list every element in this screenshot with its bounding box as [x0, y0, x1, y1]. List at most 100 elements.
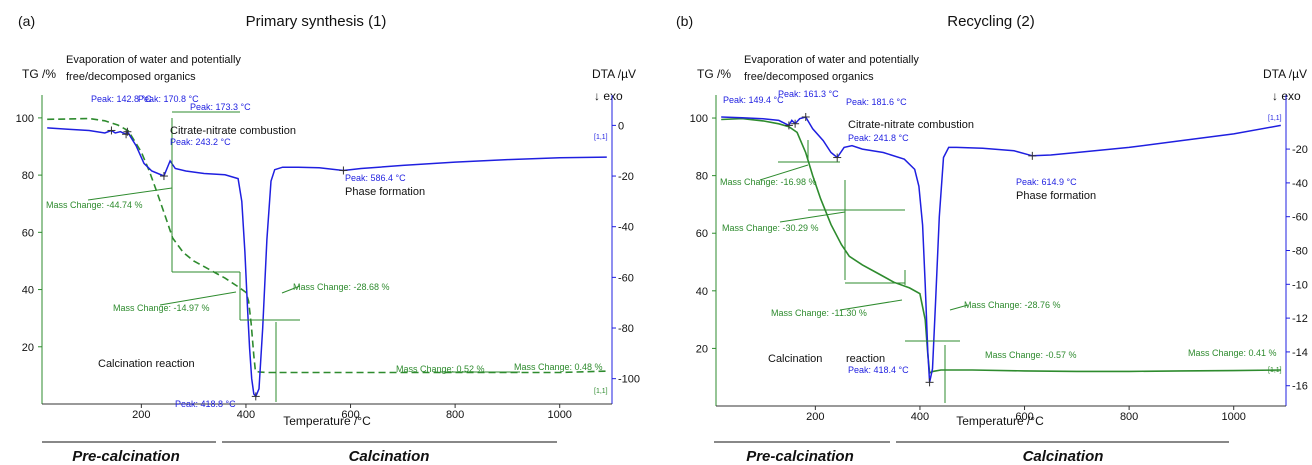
curves-a — [47, 111, 607, 402]
panel-label-a: (a) — [18, 13, 35, 29]
annotations-a: Citrate-nitrate combustion Phase formati… — [46, 94, 608, 409]
y-right-tick-label-a: -20 — [618, 171, 634, 183]
y-left-tick-label-b: 80 — [696, 171, 708, 183]
y-right-tick-label-b: -12 — [1292, 313, 1308, 325]
mass-change-a-1: Mass Change: -44.74 % — [46, 200, 143, 210]
y-left-label-b: TG /% — [697, 67, 731, 81]
peak-label-a-6: Peak: 418.8 °C — [175, 399, 236, 409]
x-tick-label-a: 400 — [237, 409, 255, 421]
x-axis-label-b: Temperature /°C — [956, 414, 1044, 428]
exo-label-a: ↓ exo — [594, 89, 623, 103]
dta-curve-b — [721, 116, 1281, 383]
peak-label-a-3: Peak: 173.3 °C — [190, 102, 251, 112]
mass-change-guide — [839, 299, 903, 311]
annotation-phase-a: Phase formation — [345, 186, 425, 198]
y-left-tick-label-a: 60 — [22, 227, 34, 239]
y-right-tick-label-b: -10 — [1292, 279, 1308, 291]
mass-change-a-5: Mass Change: 0.48 % — [514, 362, 603, 372]
annotation-organics-a: free/decomposed organics — [66, 71, 196, 83]
y-right-tick-label-b: -40 — [1292, 178, 1308, 190]
annotation-combustion-b: Citrate-nitrate combustion — [848, 119, 974, 131]
stage-calcination-b: Calcination — [1023, 448, 1104, 465]
peak-label-b-1: Peak: 149.4 °C — [723, 95, 784, 105]
ticks-a: 200 400 600 800 1000204060801000-20-40-60-80… — [16, 113, 640, 421]
x-tick-label-a: 1000 — [547, 409, 571, 421]
panel-b: (b) Recycling (2) TG /% DTA /µV ↓ exo Ev… — [676, 13, 1308, 465]
y-right-tick-label-a: -100 — [618, 374, 640, 386]
stage-precalcination-a: Pre-calcination — [72, 448, 180, 465]
y-right-tick-label-b: -20 — [1292, 144, 1308, 156]
annotation-calcination-a: Calcination reaction — [98, 358, 195, 370]
x-tick-label-b: 600 — [1015, 411, 1033, 423]
y-right-tick-label-b: -16 — [1292, 381, 1308, 393]
mass-change-guide — [779, 211, 846, 223]
y-left-label-a: TG /% — [22, 67, 56, 81]
mass-change-a-3: Mass Change: -28.68 % — [293, 282, 390, 292]
mass-change-b-4: Mass Change: -28.76 % — [964, 300, 1061, 310]
annotations-b: Citrate-nitrate combustion Phase formati… — [720, 89, 1282, 375]
mass-change-guide — [949, 304, 969, 311]
mass-change-guide — [281, 285, 301, 294]
x-axis-label-a: Temperature /°C — [283, 414, 371, 428]
y-left-tick-label-a: 80 — [22, 170, 34, 182]
peak-label-a-1: Peak: 142.8 °C — [91, 94, 152, 104]
y-left-tick-label-b: 60 — [696, 228, 708, 240]
mass-change-a-2: Mass Change: -14.97 % — [113, 303, 210, 313]
mass-change-b-5: Mass Change: -0.57 % — [985, 350, 1077, 360]
tg-curve-a — [47, 117, 607, 374]
y-right-label-a: DTA /µV — [592, 67, 636, 81]
exo-label-b: ↓ exo — [1272, 89, 1301, 103]
y-right-tick-label-a: -60 — [618, 272, 634, 284]
mass-change-a-4: Mass Change: 0.52 % — [396, 364, 485, 374]
mass-change-b-1: Mass Change: -16.98 % — [720, 177, 817, 187]
curve-tag-dta-b: [1,1] — [1268, 115, 1282, 122]
x-tick-label-a: 200 — [132, 409, 150, 421]
curves-b — [721, 112, 1281, 403]
x-tick-label-a: 600 — [341, 409, 359, 421]
dta-curve-a — [47, 127, 607, 398]
annotation-organics-b: free/decomposed organics — [744, 71, 874, 83]
curve-tag-tg-a: [1,1] — [594, 388, 608, 395]
mass-change-b-3: Mass Change: -11.30 % — [771, 308, 867, 318]
x-tick-label-b: 400 — [911, 411, 929, 423]
chart-title-b: Recycling (2) — [947, 13, 1035, 30]
peak-label-a-2: Peak: 170.8 °C — [138, 94, 199, 104]
x-tick-label-b: 1000 — [1221, 411, 1245, 423]
panel-a: (a) Primary synthesis (1) TG /% DTA /µV … — [16, 13, 640, 465]
peak-label-a-5: Peak: 586.4 °C — [345, 173, 406, 183]
curve-tag-dta-a: [1,1] — [594, 134, 608, 141]
tg-curve-b — [721, 117, 1281, 375]
ticks-b: 200 400 600 800 1000 20 40 60 80 100 -20 -40 -60 -80 -… — [690, 113, 1308, 423]
panel-label-b: (b) — [676, 13, 693, 29]
stage-calcination-a: Calcination — [349, 448, 430, 465]
annotation-phase-b: Phase formation — [1016, 190, 1096, 202]
y-right-tick-label-b: -80 — [1292, 246, 1308, 258]
y-right-tick-label-b: -14 — [1292, 347, 1308, 359]
y-left-tick-label-a: 100 — [16, 113, 34, 125]
y-right-tick-label-a: -80 — [618, 323, 634, 335]
mass-change-b-6: Mass Change: 0.41 % — [1188, 348, 1277, 358]
y-right-tick-label-a: 0 — [618, 120, 624, 132]
curve-tag-tg-b: [1,1] — [1268, 367, 1282, 374]
peak-label-a-4: Peak: 243.2 °C — [170, 137, 231, 147]
annotation-evaporation-a: Evaporation of water and potentially — [66, 54, 241, 66]
peak-label-b-3: Peak: 181.6 °C — [846, 97, 907, 107]
y-right-tick-label-a: -40 — [618, 222, 634, 234]
y-left-tick-label-b: 100 — [690, 113, 708, 125]
mass-change-b-2: Mass Change: -30.29 % — [722, 223, 819, 233]
annotation-combustion-a: Citrate-nitrate combustion — [170, 125, 296, 137]
annotation-calcination-b: Calcination — [768, 353, 822, 365]
peak-label-b-2: Peak: 161.3 °C — [778, 89, 839, 99]
y-left-tick-label-b: 40 — [696, 286, 708, 298]
peak-label-b-5: Peak: 614.9 °C — [1016, 177, 1077, 187]
y-right-label-b: DTA /µV — [1263, 67, 1307, 81]
x-tick-label-a: 800 — [446, 409, 464, 421]
peak-label-b-4: Peak: 241.8 °C — [848, 133, 909, 143]
chart-title-a: Primary synthesis (1) — [246, 13, 387, 30]
annotation-evaporation-b: Evaporation of water and potentially — [744, 54, 919, 66]
annotation-reaction-b: reaction — [846, 353, 885, 365]
mass-change-guide — [87, 187, 173, 201]
x-tick-label-b: 800 — [1120, 411, 1138, 423]
mass-change-guide — [159, 291, 237, 306]
